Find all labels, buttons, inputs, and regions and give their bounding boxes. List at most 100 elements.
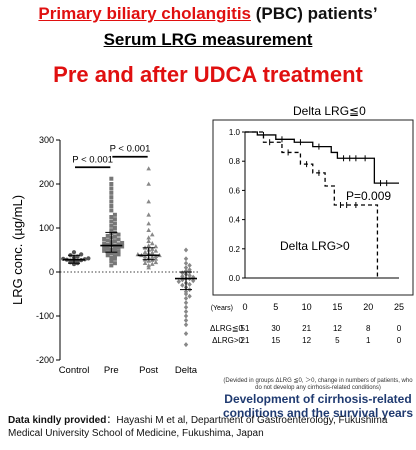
km-y-tick-label: 0.6 — [229, 186, 241, 195]
data-point — [142, 260, 148, 265]
km-y-tick-label: 1.0 — [229, 128, 241, 137]
data-point — [183, 291, 189, 297]
data-point — [183, 300, 189, 306]
data-point — [112, 256, 117, 261]
survival-curve — [245, 131, 399, 184]
data-point — [142, 249, 148, 254]
data-point — [102, 248, 107, 253]
data-point — [105, 246, 110, 251]
km-y-tick-label: 0.0 — [229, 274, 241, 283]
data-point — [183, 295, 189, 301]
x-category-label: Control — [59, 365, 90, 376]
data-point — [102, 245, 107, 250]
data-point — [109, 219, 114, 224]
data-point — [183, 265, 189, 271]
credit-label: Data kindly provided — [8, 415, 107, 426]
data-point — [109, 195, 114, 200]
development-caption-line-1: Development of cirrhosis-related — [224, 392, 412, 406]
data-point — [149, 254, 155, 259]
data-point — [116, 237, 121, 242]
data-point — [109, 263, 114, 268]
data-point — [116, 232, 121, 237]
data-credit: Data kindly provided：Hayashi M et al, De… — [8, 415, 412, 440]
km-y-tick-label: 0.8 — [229, 157, 241, 166]
subtitle: Serum LRG measurement — [103, 30, 313, 49]
y-axis-label: LRG conc. (µg/mL) — [10, 195, 25, 305]
data-point — [149, 250, 155, 255]
data-point — [112, 261, 117, 266]
data-point — [183, 247, 189, 253]
data-point — [183, 309, 189, 315]
data-point — [120, 240, 125, 245]
risk-value: 12 — [302, 336, 311, 345]
km-y-tick-label: 0.4 — [229, 216, 241, 225]
data-point — [109, 223, 114, 228]
risk-value: 1 — [366, 336, 371, 345]
y-tick-label: -100 — [36, 311, 54, 321]
risk-value: 12 — [333, 324, 342, 333]
data-point — [112, 226, 117, 230]
data-point — [109, 186, 114, 191]
data-point — [79, 252, 84, 257]
dot-plot-chart: 300 200 100 0 -100 -200 LRG conc. (µg/mL) Contr… — [10, 135, 200, 376]
data-point — [112, 221, 117, 226]
significance-label: P < 0.001 — [110, 144, 151, 155]
km-x-axis-label: (Years) — [211, 305, 233, 312]
significance-label: P < 0.001 — [72, 154, 113, 165]
data-point — [146, 265, 151, 270]
risk-value: 5 — [335, 336, 340, 345]
data-point — [116, 252, 121, 257]
data-point — [116, 242, 121, 247]
data-point — [105, 253, 110, 258]
data-point — [153, 244, 159, 249]
data-point — [183, 342, 189, 348]
title-red: Primary biliary cholangitis — [38, 4, 251, 23]
data-point — [71, 250, 77, 255]
risk-value: 21 — [302, 324, 311, 333]
x-category-label: Pre — [104, 365, 119, 376]
data-point — [109, 215, 114, 219]
data-point — [183, 256, 189, 262]
risk-row-label: ΔLRG>0 — [212, 336, 243, 345]
risk-value: 15 — [271, 336, 280, 345]
data-point — [105, 233, 110, 238]
data-point — [86, 256, 91, 261]
data-point — [146, 199, 151, 204]
data-point — [109, 190, 114, 195]
footnote: (Devided in groups ΔLRG ≦0, ＞0, change i… — [223, 378, 413, 391]
risk-value: 0 — [397, 324, 402, 333]
km-x-tick-label: 10 — [302, 302, 312, 312]
risk-value: 51 — [241, 324, 250, 333]
data-point — [146, 181, 151, 186]
data-point — [116, 245, 121, 250]
data-point — [183, 313, 189, 319]
data-point — [109, 204, 114, 208]
development-caption: Development of cirrhosis-related conditi… — [220, 392, 416, 420]
data-point — [112, 247, 117, 252]
risk-value: 0 — [397, 336, 402, 345]
data-point — [146, 238, 151, 243]
data-point — [109, 259, 114, 263]
km-x-tick-label: 15 — [332, 302, 342, 312]
data-point — [109, 208, 114, 213]
survival-curve — [245, 131, 379, 278]
annotation-top: Delta LRG≦0 — [293, 104, 366, 118]
data-point — [120, 244, 125, 249]
data-point — [180, 282, 185, 288]
data-point — [109, 199, 114, 204]
km-frame — [212, 119, 414, 296]
data-point — [102, 237, 107, 241]
data-point — [112, 212, 117, 217]
km-y-tick-label: 0.2 — [229, 245, 241, 254]
data-point — [146, 258, 151, 263]
data-point — [149, 261, 155, 266]
data-point — [109, 251, 114, 256]
data-point — [183, 304, 189, 310]
data-point — [183, 260, 189, 266]
data-point — [149, 241, 155, 246]
data-point — [109, 255, 114, 260]
data-point — [149, 232, 155, 237]
data-point — [146, 166, 151, 171]
data-point — [109, 228, 114, 233]
risk-value: 8 — [366, 324, 371, 333]
